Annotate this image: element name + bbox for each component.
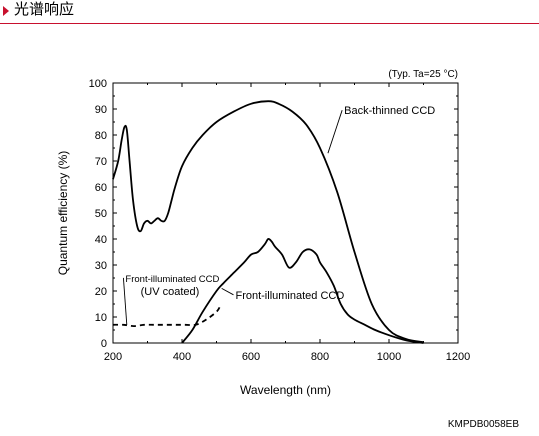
plot-frame: [112, 82, 459, 344]
x-tick-label: 200: [104, 351, 122, 363]
x-tick-label: 1000: [377, 351, 401, 363]
annotation-label: Front-illuminated CCD: [235, 290, 344, 302]
y-tick-label: 20: [95, 286, 107, 298]
y-tick-label: 100: [89, 78, 107, 90]
y-tick-label: 0: [101, 338, 107, 350]
annotation-label: Back-thinned CCD: [344, 105, 435, 117]
y-axis-label: Quantum efficiency (%): [56, 151, 70, 276]
x-tick-label: 800: [311, 351, 329, 363]
y-tick-label: 30: [95, 260, 107, 272]
y-tick-label: 80: [95, 130, 107, 142]
section-header: 光谱响应: [0, 0, 539, 26]
y-tick-label: 60: [95, 182, 107, 194]
annotation-label: (UV coated): [141, 286, 200, 298]
x-tick-label: 400: [173, 351, 191, 363]
triangle-marker-icon: [3, 6, 9, 16]
annotation-leader-line: [122, 277, 128, 325]
y-tick-label: 10: [95, 312, 107, 324]
condition-note: (Typ. Ta=25 °C): [388, 69, 458, 80]
series-line-back-thinned-ccd: [112, 100, 424, 344]
figure-code: KMPDB0058EB: [447, 419, 519, 430]
x-tick-label: 600: [242, 351, 260, 363]
annotation-leader-line: [327, 110, 343, 154]
header-divider: [0, 23, 539, 24]
y-tick-label: 70: [95, 156, 107, 168]
x-axis-label: Wavelength (nm): [240, 383, 331, 397]
y-tick-label: 90: [95, 104, 107, 116]
series-line-front-illuminated-ccd-uv-coated: [112, 306, 221, 328]
x-tick-label: 1200: [446, 351, 470, 363]
section-title: 光谱响应: [14, 1, 75, 18]
annotation-label: Front-illuminated CCD: [125, 274, 219, 285]
y-tick-label: 40: [95, 234, 107, 246]
y-tick-label: 50: [95, 208, 107, 220]
series-line-front-illuminated-ccd: [181, 238, 424, 344]
annotation-leader-line: [221, 288, 234, 296]
